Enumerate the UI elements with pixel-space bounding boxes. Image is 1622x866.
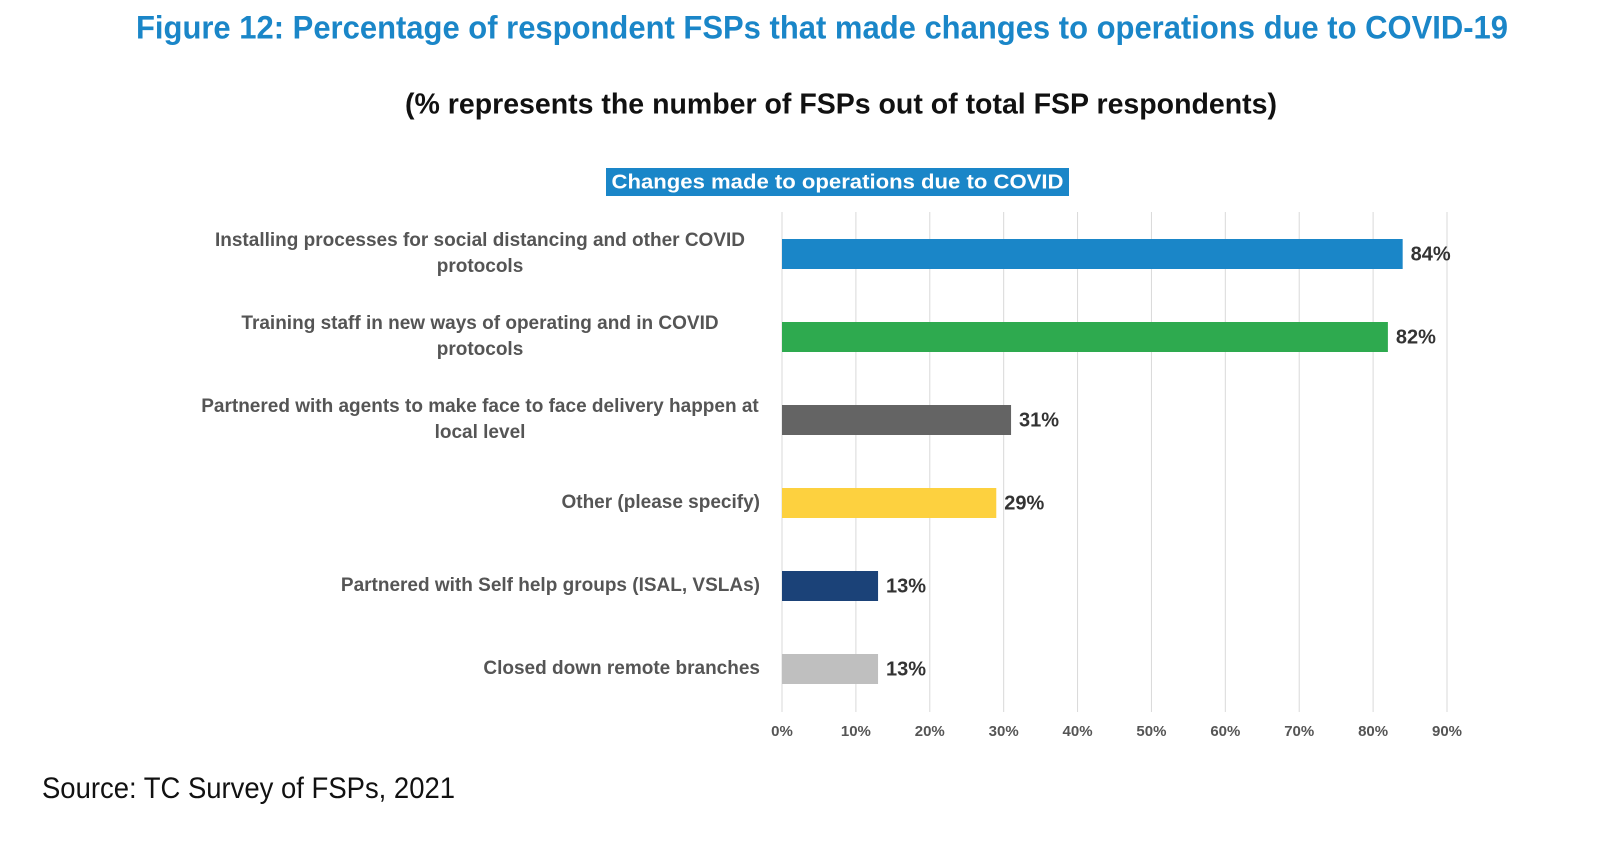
category-label-box: Other (please specify) bbox=[60, 463, 760, 543]
chart-title-box bbox=[606, 168, 1069, 196]
bar bbox=[782, 405, 1012, 435]
x-tick-label: 0% bbox=[771, 723, 793, 740]
bar bbox=[782, 571, 879, 601]
category-label-box: Closed down remote branches bbox=[60, 629, 760, 709]
category-label-box: Installing processes for social distanci… bbox=[60, 214, 760, 294]
value-label: 31% bbox=[1019, 409, 1059, 431]
category-label-box: Partnered with Self help groups (ISAL, V… bbox=[60, 546, 760, 626]
x-tick-label: 50% bbox=[1136, 723, 1166, 740]
value-label: 13% bbox=[886, 575, 926, 597]
value-label: 29% bbox=[1004, 492, 1044, 514]
x-tick-label: 80% bbox=[1358, 723, 1388, 740]
x-tick-label: 30% bbox=[989, 723, 1019, 740]
category-label: Training staff in new ways of operating … bbox=[241, 313, 719, 360]
x-tick-label: 40% bbox=[1063, 723, 1093, 740]
x-tick-label: 60% bbox=[1210, 723, 1240, 740]
category-label-box: Partnered with agents to make face to fa… bbox=[60, 380, 760, 460]
bar bbox=[782, 654, 879, 684]
category-label: Closed down remote branches bbox=[483, 658, 760, 679]
bar bbox=[782, 239, 1403, 269]
x-tick-label: 20% bbox=[915, 723, 945, 740]
value-label: 84% bbox=[1411, 243, 1451, 265]
category-label: Installing processes for social distanci… bbox=[214, 230, 745, 277]
x-tick-label: 70% bbox=[1284, 723, 1314, 740]
value-label: 82% bbox=[1396, 326, 1436, 348]
x-tick-label: 10% bbox=[841, 723, 871, 740]
value-label: 13% bbox=[886, 658, 926, 680]
subtitle: (% represents the number of FSPs out of … bbox=[405, 89, 1277, 121]
category-label: Other (please specify) bbox=[561, 492, 760, 513]
category-label-box: Training staff in new ways of operating … bbox=[60, 297, 760, 377]
category-label: Partnered with agents to make face to fa… bbox=[201, 396, 759, 443]
x-tick-label: 90% bbox=[1432, 723, 1462, 740]
chart-title: Changes made to operations due to COVID bbox=[612, 171, 1064, 193]
bar bbox=[782, 322, 1388, 352]
figure-title: Figure 12: Percentage of respondent FSPs… bbox=[136, 9, 1508, 45]
bar bbox=[782, 488, 997, 518]
source: Source: TC Survey of FSPs, 2021 bbox=[42, 772, 455, 805]
category-label: Partnered with Self help groups (ISAL, V… bbox=[340, 575, 760, 596]
